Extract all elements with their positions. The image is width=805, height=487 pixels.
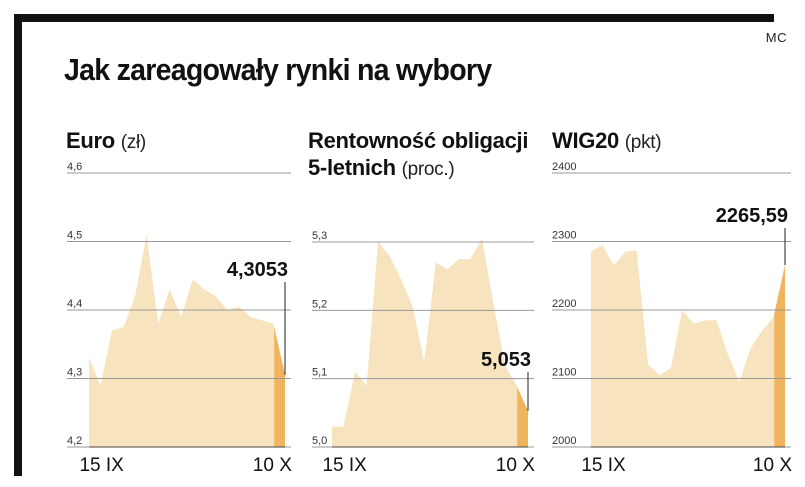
y-tick-label: 2100 — [552, 367, 576, 379]
x-tick-label: 10 X — [753, 455, 792, 476]
y-tick-label: 2400 — [552, 161, 576, 173]
area-series — [591, 244, 785, 447]
area-highlight-last — [774, 265, 785, 447]
y-tick-label: 5,3 — [312, 230, 327, 242]
y-tick-label: 2000 — [552, 435, 576, 447]
panel-title-euro: Euro (zł) — [66, 127, 146, 156]
main-title: Jak zareagowały rynki na wybory — [64, 52, 492, 87]
y-tick-label: 4,4 — [67, 298, 82, 310]
x-tick-label: 15 IX — [322, 455, 367, 476]
y-tick-label: 4,3 — [67, 367, 82, 379]
panel-title-wig20: WIG20 (pkt) — [552, 127, 662, 156]
panel-unit: (proc.) — [401, 159, 455, 180]
y-tick-label: 2200 — [552, 298, 576, 310]
y-tick-label: 4,2 — [67, 435, 82, 447]
area-series — [89, 234, 285, 447]
x-tick-label: 10 X — [253, 455, 292, 476]
area-highlight-last — [517, 387, 528, 447]
last-value-label: 4,3053 — [227, 259, 288, 281]
y-tick-label: 4,5 — [67, 230, 82, 242]
panel-title-text: Euro — [66, 128, 115, 153]
area-highlight-last — [274, 327, 285, 447]
panel-unit: (pkt) — [624, 132, 662, 153]
last-value-label: 5,053 — [481, 349, 531, 371]
area-series — [332, 238, 528, 447]
y-tick-label: 5,0 — [312, 435, 327, 447]
y-tick-label: 5,2 — [312, 298, 327, 310]
panel-title-bonds: Rentowność obligacji 5-letnich (proc.) — [308, 127, 538, 183]
frame-left-bar — [14, 14, 22, 476]
panel-title-text: Rentowność obligacji 5-letnich — [308, 128, 529, 180]
y-tick-label: 5,1 — [312, 367, 327, 379]
x-tick-label: 10 X — [496, 455, 535, 476]
x-tick-label: 15 IX — [581, 455, 626, 476]
panel-title-text: WIG20 — [552, 128, 619, 153]
y-tick-label: 2300 — [552, 230, 576, 242]
x-tick-label: 15 IX — [79, 455, 124, 476]
source-credit: MC — [765, 30, 787, 45]
last-value-label: 2265,59 — [716, 205, 788, 227]
panel-unit: (zł) — [120, 132, 146, 153]
frame-top-bar — [14, 14, 774, 22]
y-tick-label: 4,6 — [67, 161, 82, 173]
